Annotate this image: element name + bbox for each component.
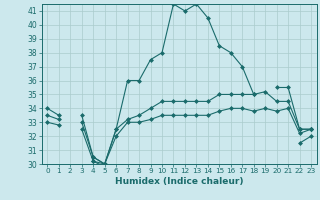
X-axis label: Humidex (Indice chaleur): Humidex (Indice chaleur): [115, 177, 244, 186]
